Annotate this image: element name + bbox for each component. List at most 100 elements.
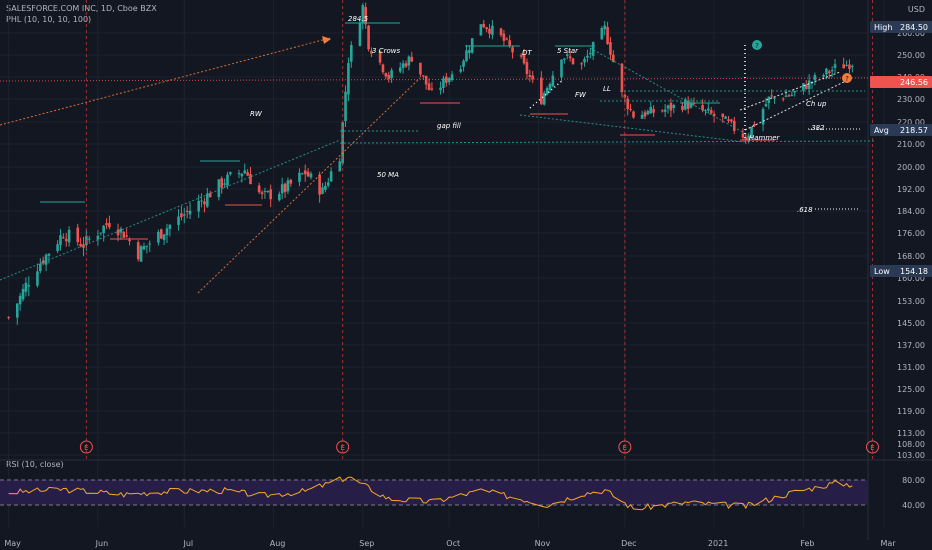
candle-body xyxy=(76,227,80,243)
candle-body xyxy=(462,60,465,67)
candle-body xyxy=(64,238,68,242)
candle-body xyxy=(298,172,301,182)
candle-body xyxy=(249,174,252,185)
candle-body xyxy=(525,62,529,74)
candle-body xyxy=(684,99,687,110)
candle-body xyxy=(447,77,451,83)
candle-body xyxy=(842,64,845,69)
indicator-legend: PHL (10, 10, 10, 100) xyxy=(6,15,92,24)
candle-body xyxy=(398,67,402,72)
candle-body xyxy=(257,185,261,193)
candle-body xyxy=(82,244,85,248)
candle-body xyxy=(681,105,684,110)
candle-body xyxy=(329,171,333,182)
price-tick-label: 176.00 xyxy=(897,229,925,238)
candle-body xyxy=(168,224,172,229)
price-tick-label: 119.00 xyxy=(897,407,925,416)
candle-body xyxy=(145,245,149,247)
candle-body xyxy=(640,114,644,119)
price-tick-label: 250.00 xyxy=(897,51,925,60)
chart-annotation: FW xyxy=(575,91,587,99)
candle-body xyxy=(773,97,776,99)
candle-body xyxy=(15,303,19,318)
candle-body xyxy=(612,54,615,62)
candle-body xyxy=(341,122,344,164)
chart-annotation: Ch up xyxy=(806,100,827,108)
chart-annotation: .618 xyxy=(797,206,813,214)
high-tag-value: 284.50 xyxy=(900,23,928,32)
chart-annotation: 284.5 xyxy=(348,15,369,23)
current-question-mark: ? xyxy=(845,75,849,83)
price-tick-label: 145.00 xyxy=(897,319,925,328)
candle-body xyxy=(781,98,785,100)
candle-body xyxy=(102,225,105,233)
candle-body xyxy=(87,238,91,240)
candle-body xyxy=(721,113,725,118)
candle-body xyxy=(243,170,247,174)
candle-body xyxy=(96,235,100,240)
candle-body xyxy=(753,124,756,126)
candle-body xyxy=(807,80,811,90)
candle-body xyxy=(827,71,831,74)
price-tick-label: 192.00 xyxy=(897,185,925,194)
chart-annotation: gap fill xyxy=(437,122,461,130)
avg-tag-bg xyxy=(870,124,932,136)
candle-body xyxy=(531,75,535,80)
rw-trendline xyxy=(0,37,331,126)
candle-body xyxy=(424,75,428,85)
candle-body xyxy=(522,53,526,64)
current-price-tag-value: 246.56 xyxy=(900,78,928,87)
chart-annotation: Hammer xyxy=(749,134,780,142)
x-axis-label: Feb xyxy=(800,539,814,548)
candle-body xyxy=(491,25,494,35)
candle-body xyxy=(822,74,825,77)
candle-body xyxy=(59,235,62,245)
x-axis-label: Jun xyxy=(95,539,109,548)
candle-body xyxy=(563,58,566,60)
candle-body xyxy=(505,38,509,40)
target-question-mark: ? xyxy=(755,42,759,50)
candle-body xyxy=(790,94,794,96)
candle-body xyxy=(367,25,370,50)
candle-body xyxy=(712,113,716,117)
candle-body xyxy=(787,95,791,97)
candle-body xyxy=(260,192,264,195)
price-tick-label: 210.00 xyxy=(897,140,925,149)
candle-body xyxy=(125,235,128,237)
candle-body xyxy=(591,42,595,56)
candle-body xyxy=(571,58,575,65)
chart-annotation: RW xyxy=(250,110,263,118)
candle-body xyxy=(804,84,808,89)
candle-body xyxy=(401,63,405,68)
candle-body xyxy=(404,63,408,67)
candle-body xyxy=(586,55,589,58)
candle-body xyxy=(263,190,267,192)
candle-body xyxy=(545,87,549,95)
candle-body xyxy=(588,53,592,55)
grid-lines xyxy=(0,0,885,527)
x-axis-label: Nov xyxy=(535,539,551,548)
candle-body xyxy=(603,25,606,30)
candle-body xyxy=(767,96,771,104)
candle-body xyxy=(851,65,854,67)
candle-body xyxy=(266,191,270,193)
candle-body xyxy=(845,64,848,66)
candle-body xyxy=(390,70,393,79)
candle-body xyxy=(177,216,180,225)
price-tick-label: 131.00 xyxy=(897,363,925,372)
candle-body xyxy=(802,83,805,91)
candle-body xyxy=(203,201,206,205)
candle-body xyxy=(321,187,324,194)
x-axis-label: May xyxy=(4,539,21,548)
candle-body xyxy=(629,109,632,111)
candle-body xyxy=(128,239,131,242)
candle-body xyxy=(387,74,391,80)
candle-body xyxy=(217,179,221,198)
candle-body xyxy=(361,5,365,24)
candle-body xyxy=(286,180,290,192)
falling-wedge-lower xyxy=(519,114,746,143)
candle-body xyxy=(159,229,163,239)
candle-body xyxy=(229,172,232,175)
candle-body xyxy=(278,194,281,201)
